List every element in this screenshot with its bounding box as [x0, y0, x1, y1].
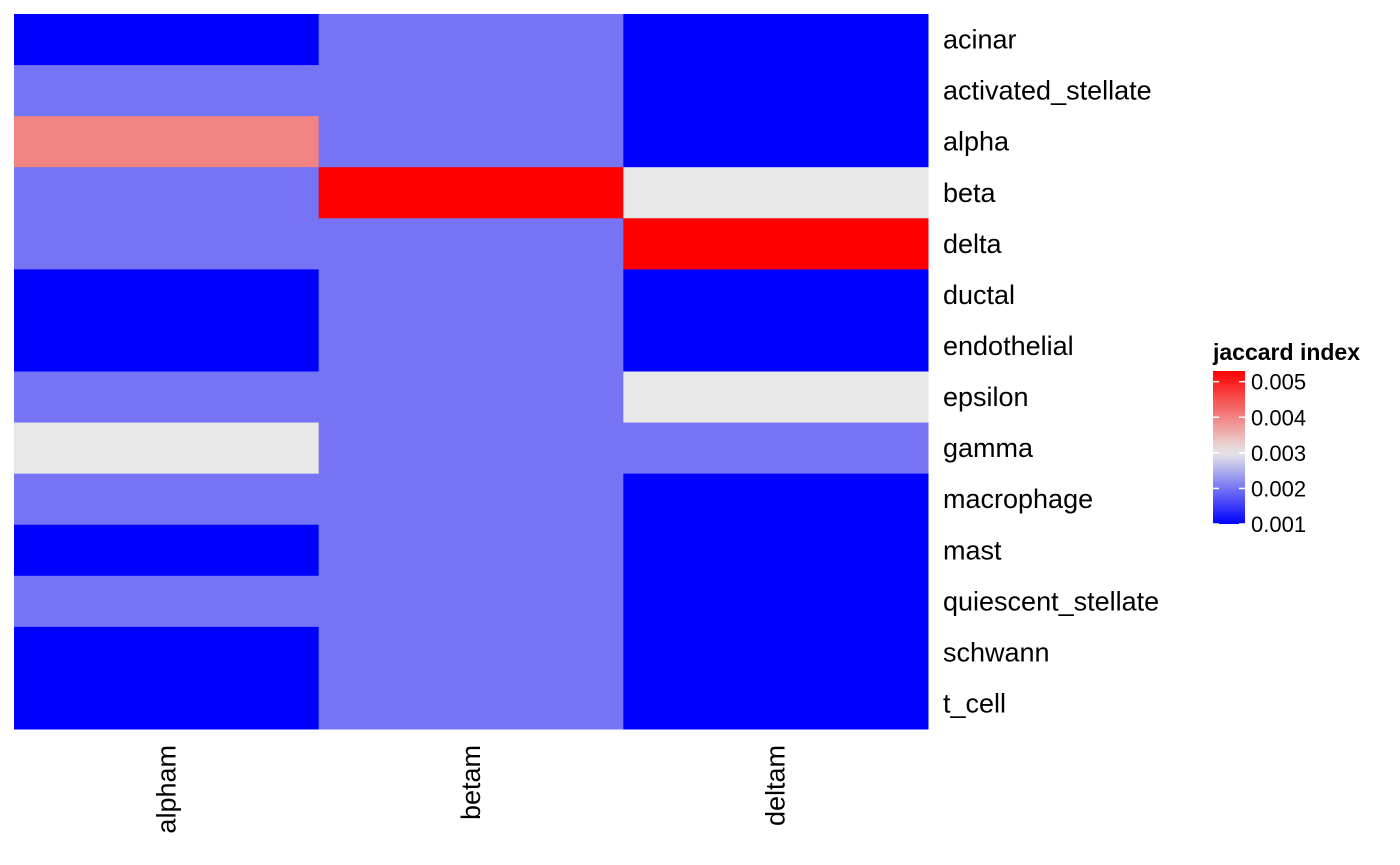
heatmap-cells — [14, 14, 929, 730]
heatmap-cell-beta-betam — [318, 167, 624, 219]
legend-tick-label: 0.001 — [1251, 512, 1306, 537]
heatmap-cell-mast-betam — [318, 524, 624, 577]
row-label-endothelial: endothelial — [943, 331, 1074, 361]
heatmap-cell-epsilon-alpham — [14, 371, 320, 424]
heatmap-cell-quiescent_stellate-alpham — [14, 575, 320, 628]
heatmap-cell-acinar-deltam — [623, 14, 929, 66]
heatmap-cell-mast-deltam — [623, 524, 929, 577]
heatmap-cell-schwann-deltam — [623, 626, 929, 679]
row-label-beta: beta — [943, 178, 997, 208]
heatmap-cell-t_cell-deltam — [623, 677, 929, 730]
column-label-betam: betam — [456, 745, 486, 820]
row-label-epsilon: epsilon — [943, 382, 1029, 412]
row-label-t_cell: t_cell — [943, 688, 1006, 718]
heatmap-cell-ductal-betam — [318, 269, 624, 321]
heatmap-cell-macrophage-betam — [318, 473, 624, 526]
row-label-activated_stellate: activated_stellate — [943, 76, 1152, 106]
legend-tick-label: 0.005 — [1251, 370, 1306, 395]
heatmap-cell-beta-deltam — [623, 167, 929, 219]
row-label-schwann: schwann — [943, 637, 1050, 667]
heatmap-cell-alpha-deltam — [623, 116, 929, 168]
heatmap-cell-macrophage-alpham — [14, 473, 320, 526]
heatmap-cell-acinar-alpham — [14, 14, 320, 66]
row-label-gamma: gamma — [943, 433, 1034, 463]
heatmap-cell-activated_stellate-alpham — [14, 65, 320, 117]
legend-title: jaccard index — [1212, 339, 1360, 365]
legend-tick-label: 0.002 — [1251, 476, 1306, 501]
heatmap-cell-epsilon-deltam — [623, 371, 929, 424]
legend-tick-label: 0.003 — [1251, 441, 1306, 466]
heatmap-cell-ductal-deltam — [623, 269, 929, 321]
heatmap-cell-quiescent_stellate-betam — [318, 575, 624, 628]
column-label-deltam: deltam — [761, 745, 791, 826]
heatmap-cell-alpha-betam — [318, 116, 624, 168]
heatmap-cell-beta-alpham — [14, 167, 320, 219]
column-labels: alpham betam deltam — [151, 745, 790, 834]
heatmap-cell-ductal-alpham — [14, 269, 320, 321]
legend-colorbar — [1213, 371, 1245, 524]
heatmap-cell-endothelial-deltam — [623, 320, 929, 372]
heatmap-cell-activated_stellate-deltam — [623, 65, 929, 117]
heatmap-cell-delta-betam — [318, 218, 624, 270]
legend: jaccard index 0.005 0.004 0.003 0.002 0.001 — [1212, 339, 1360, 537]
heatmap-cell-endothelial-betam — [318, 320, 624, 372]
heatmap-cell-t_cell-alpham — [14, 677, 320, 730]
heatmap-cell-mast-alpham — [14, 524, 320, 577]
row-label-mast: mast — [943, 535, 1002, 565]
heatmap-cell-quiescent_stellate-deltam — [623, 575, 929, 628]
legend-tick-label: 0.004 — [1251, 405, 1306, 430]
heatmap-cell-activated_stellate-betam — [318, 65, 624, 117]
heatmap-cell-gamma-alpham — [14, 422, 320, 475]
heatmap-cell-gamma-deltam — [623, 422, 929, 475]
heatmap-cell-gamma-betam — [318, 422, 624, 475]
heatmap-cell-endothelial-alpham — [14, 320, 320, 372]
heatmap-cell-macrophage-deltam — [623, 473, 929, 526]
heatmap-cell-schwann-betam — [318, 626, 624, 679]
heatmap-cell-epsilon-betam — [318, 371, 624, 424]
heatmap-cell-schwann-alpham — [14, 626, 320, 679]
row-label-macrophage: macrophage — [943, 484, 1093, 514]
heatmap-cell-delta-alpham — [14, 218, 320, 270]
row-label-ductal: ductal — [943, 280, 1015, 310]
row-label-quiescent_stellate: quiescent_stellate — [943, 586, 1159, 616]
legend-ticks: 0.005 0.004 0.003 0.002 0.001 — [1213, 370, 1306, 537]
heatmap-cell-alpha-alpham — [14, 116, 320, 168]
heatmap-cell-t_cell-betam — [318, 677, 624, 730]
row-label-alpha: alpha — [943, 127, 1010, 157]
column-label-alpham: alpham — [151, 745, 181, 834]
row-label-acinar: acinar — [943, 25, 1017, 55]
heatmap-cell-delta-deltam — [623, 218, 929, 270]
row-label-delta: delta — [943, 229, 1003, 259]
heatmap-cell-acinar-betam — [318, 14, 624, 66]
